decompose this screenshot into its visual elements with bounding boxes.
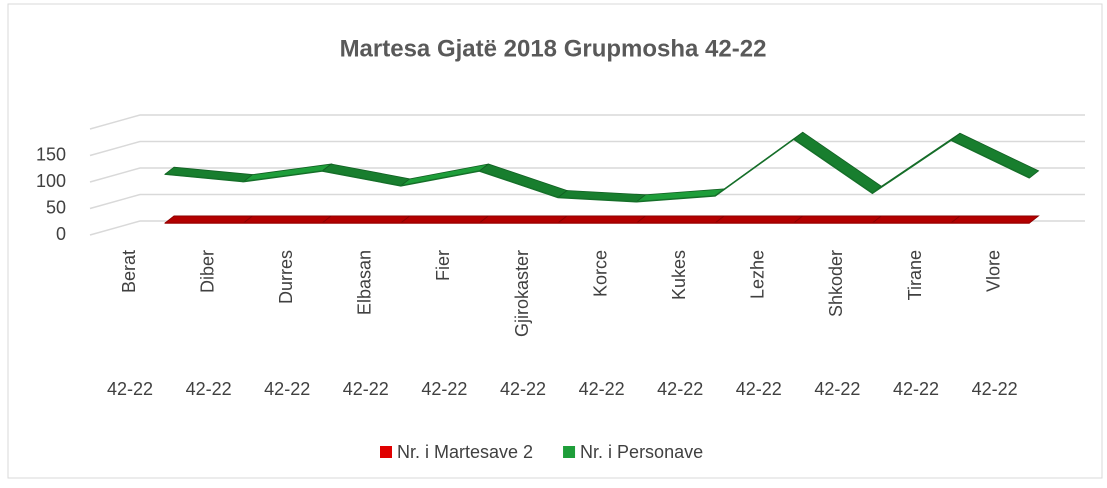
chart-title: Martesa Gjatë 2018 Grupmosha 42-22 (340, 35, 767, 62)
chart-frame (7, 3, 1103, 479)
ribbon-face (635, 215, 726, 224)
x-tick-label: Elbasan (355, 250, 375, 315)
grid-line (89, 167, 1085, 183)
grid-line (89, 140, 1085, 157)
group-label: 42-22 (107, 379, 153, 399)
x-tick-label: Shkoder (826, 250, 846, 317)
group-label: 42-22 (579, 379, 625, 399)
ribbon-face (321, 215, 411, 224)
group-label: 42-22 (264, 379, 310, 399)
y-tick-label: 0 (56, 224, 66, 244)
x-tick-label: Durres (276, 250, 296, 304)
legend-swatch (380, 446, 392, 458)
ribbon-face (871, 215, 962, 224)
y-tick-label: 150 (36, 144, 66, 164)
group-label: 42-22 (421, 379, 467, 399)
x-tick-label: Tirane (905, 250, 925, 300)
grid-line (89, 114, 1085, 130)
line (164, 138, 1030, 203)
legend-label: Nr. i Personave (580, 442, 703, 462)
x-tick-label: Korce (590, 250, 610, 297)
ribbon-face (714, 215, 804, 224)
grid-line (89, 193, 1085, 210)
x-tick-label: Fier (433, 250, 453, 281)
ribbon-face (792, 215, 883, 224)
group-label: 42-22 (186, 379, 232, 399)
group-label: 42-22 (500, 379, 546, 399)
y-tick-label: 100 (36, 171, 66, 191)
x-tick-label: Lezhe (748, 250, 768, 299)
y-tick-label: 50 (46, 197, 66, 217)
group-label: 42-22 (972, 379, 1018, 399)
ribbon-face (399, 215, 490, 224)
ribbon-face (556, 215, 647, 224)
ribbon-face (242, 215, 333, 224)
x-tick-label: Berat (119, 250, 139, 293)
x-tick-label: Gjirokaster (512, 250, 532, 337)
ribbon-face (163, 215, 254, 224)
group-label: 42-22 (893, 379, 939, 399)
x-tick-label: Vlore (983, 250, 1003, 292)
x-tick-label: Diber (197, 250, 217, 293)
legend-swatch (563, 446, 576, 458)
ribbon-face (949, 215, 1040, 224)
legend-label: Nr. i Martesave 2 (397, 442, 533, 462)
ribbon-face (478, 215, 569, 224)
group-label: 42-22 (736, 379, 782, 399)
group-label: 42-22 (343, 379, 389, 399)
group-label: 42-22 (657, 379, 703, 399)
group-label: 42-22 (814, 379, 860, 399)
x-tick-label: Kukes (669, 250, 689, 300)
